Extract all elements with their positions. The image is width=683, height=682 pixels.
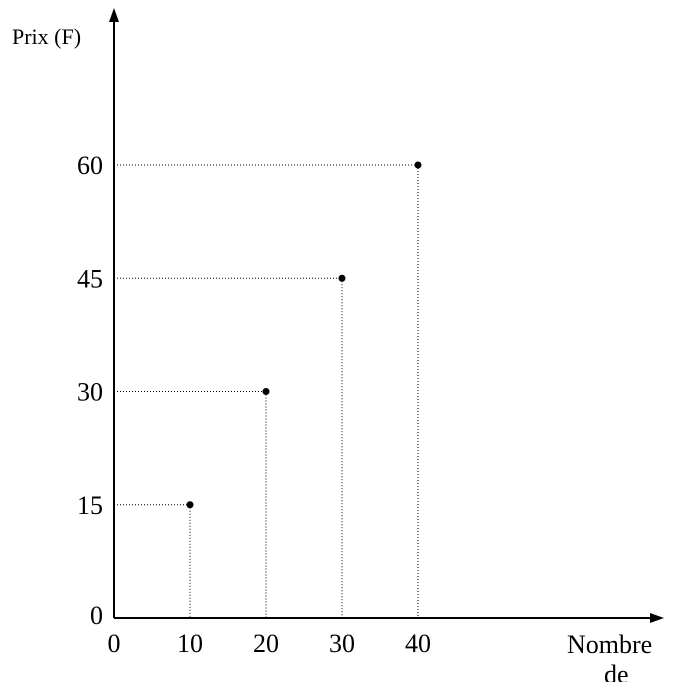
data-point (186, 501, 194, 509)
data-point (414, 161, 422, 169)
x-tick-label: 30 (329, 629, 355, 658)
y-axis-label: Prix (F) (12, 24, 81, 49)
y-axis-arrow (109, 8, 119, 22)
y-tick-label: 0 (90, 601, 103, 630)
y-tick-label: 15 (77, 491, 103, 520)
x-axis-label-line2: de (604, 660, 629, 682)
x-tick-label: 0 (108, 629, 121, 658)
x-axis-label-line1: Nombre (567, 630, 652, 659)
x-axis-label: Nombre de (567, 630, 659, 682)
x-tick-label: 10 (177, 629, 203, 658)
data-point (338, 274, 346, 282)
y-tick-label: 30 (77, 378, 103, 407)
x-axis-arrow (650, 613, 664, 623)
data-point (262, 388, 270, 395)
x-tick-label: 20 (253, 629, 279, 658)
x-tick-label: 40 (405, 629, 431, 658)
y-tick-label: 45 (77, 264, 103, 293)
y-tick-label: 60 (77, 151, 103, 180)
